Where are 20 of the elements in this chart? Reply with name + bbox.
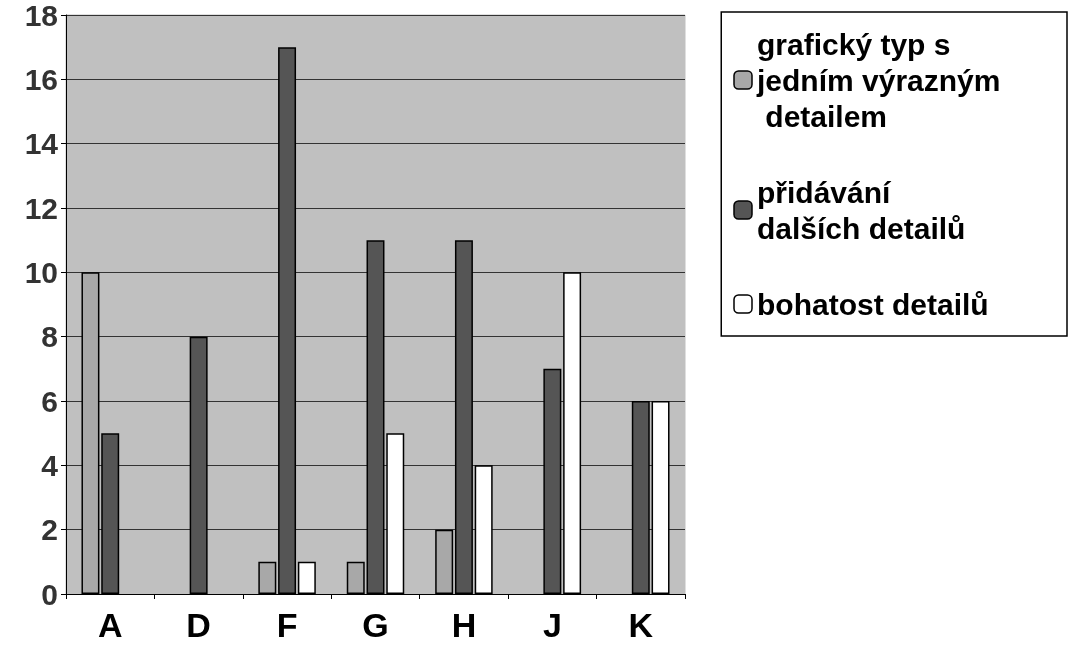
- legend-label: přidávání dalších detailů: [757, 175, 966, 245]
- y-tick-label: 2: [41, 513, 58, 547]
- x-tick-label: F: [276, 606, 298, 644]
- x-tick-label: D: [186, 606, 211, 644]
- y-tick-label: 6: [41, 384, 58, 418]
- legend-label: grafický typ s jedním výrazným detailem: [756, 27, 1001, 133]
- legend-label: bohatost detailů: [757, 287, 989, 321]
- y-tick-label: 18: [24, 0, 58, 32]
- x-tick-label: H: [451, 606, 477, 644]
- y-tick-label: 10: [24, 255, 58, 289]
- y-tick-label: 14: [24, 127, 59, 161]
- x-tick-label: J: [542, 606, 562, 644]
- y-tick-label: 4: [41, 448, 59, 482]
- y-tick-label: 16: [24, 62, 58, 96]
- x-tick-label: K: [628, 606, 654, 644]
- y-tick-label: 8: [41, 320, 58, 354]
- y-tick-label: 12: [24, 191, 58, 225]
- x-tick-label: A: [97, 606, 123, 644]
- x-tick-label: G: [362, 606, 389, 644]
- y-tick-label: 0: [41, 577, 58, 611]
